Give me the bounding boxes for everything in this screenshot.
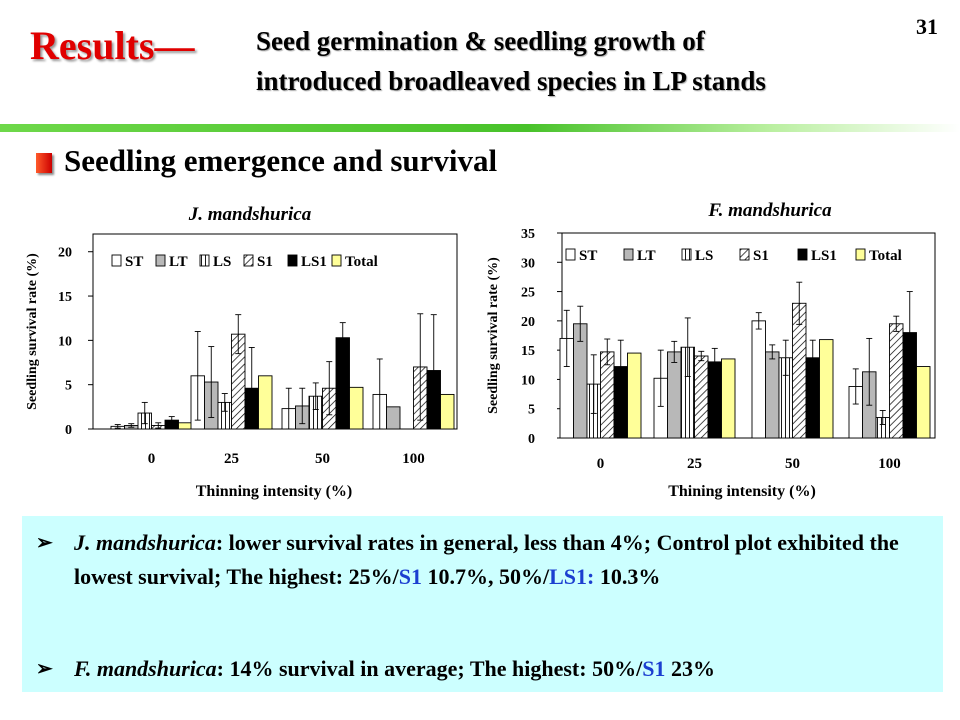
x-tick-label: 100 <box>402 451 425 467</box>
legend-label: ST <box>125 254 143 270</box>
slide-title: Results— Seed germination & seedling gro… <box>30 22 766 96</box>
title-main: Results— <box>30 23 195 68</box>
bar <box>889 323 904 439</box>
x-axis-label: Thining intensity (%) <box>668 483 816 500</box>
y-axis-label: Seedling survival rate (%) <box>25 253 40 410</box>
arrow-bullet-icon: ➢ <box>36 658 53 680</box>
legend-label: ST <box>579 248 597 264</box>
y-tick-label: 20 <box>521 315 535 330</box>
chart-j-mandshurica: J. mandshurica 0 5 10 15 20 Seedling survival … <box>25 204 458 500</box>
treatment-ls1: LS1: <box>549 564 595 589</box>
treatment-s1: S1 <box>642 656 666 681</box>
section-heading-text: Seedling emergence and survival <box>64 143 498 178</box>
summary-segment: 10.3% <box>594 564 661 589</box>
y-tick-label: 0 <box>528 432 535 447</box>
y-tick-label: 15 <box>58 290 72 305</box>
slide-number: 31 <box>916 14 938 39</box>
legend-swatch <box>797 248 808 261</box>
summary-segment: 23% <box>665 656 715 681</box>
x-axis-label: Thinning intensity (%) <box>196 483 352 500</box>
bar <box>751 320 766 439</box>
legend-swatch <box>739 248 750 261</box>
y-tick-label: 5 <box>528 403 535 418</box>
legend-label: LS1 <box>811 248 837 264</box>
bar <box>819 339 834 439</box>
summary-text-1: J. mandshurica: lower survival rates in … <box>74 526 944 594</box>
title-subtitle-line2: introduced broadleaved species in LP sta… <box>256 66 766 96</box>
bullet-square-icon <box>36 153 52 173</box>
x-tick-label: 25 <box>687 456 702 472</box>
chart-title: F. mandshurica <box>707 200 832 221</box>
legend-swatch <box>681 248 692 261</box>
chart-area: J. mandshurica 0 5 10 15 20 Seedling survival … <box>25 200 936 500</box>
legend-label: LT <box>169 254 188 270</box>
y-tick-label: 10 <box>521 373 535 388</box>
legend-swatch <box>199 254 210 267</box>
bar <box>765 351 780 439</box>
species-name: J. mandshurica <box>74 530 216 555</box>
bar <box>440 393 455 430</box>
chart-title: J. mandshurica <box>188 204 312 225</box>
title-divider <box>0 124 960 132</box>
legend-label: Total <box>345 254 378 270</box>
chart-f-mandshurica: F. mandshurica 0 5 10 15 20 25 30 35 Seedling sur… <box>486 200 936 500</box>
legend-label: S1 <box>257 254 273 270</box>
bar <box>694 355 709 439</box>
legend-swatch <box>243 254 254 267</box>
bar <box>721 358 736 439</box>
legend-swatch <box>855 248 866 261</box>
bar <box>627 352 642 439</box>
bar <box>258 375 273 430</box>
species-name: F. mandshurica <box>74 656 217 681</box>
y-tick-label: 35 <box>521 227 535 242</box>
y-tick-label: 15 <box>521 344 535 359</box>
x-tick-label: 100 <box>878 456 901 472</box>
y-axis-label: Seedling survival rate (%) <box>486 257 501 414</box>
y-tick-label: 30 <box>521 256 535 271</box>
bar <box>386 406 401 430</box>
summary-segment: 10.7%, 50%/ <box>421 564 550 589</box>
y-tick-label: 5 <box>65 379 72 394</box>
x-tick-label: 50 <box>315 451 330 467</box>
legend-label: LS1 <box>301 254 327 270</box>
x-tick-label: 0 <box>148 451 156 467</box>
bar <box>349 386 364 430</box>
legend-label: S1 <box>753 248 769 264</box>
y-tick-label: 25 <box>521 286 535 301</box>
y-tick-label: 0 <box>65 423 72 438</box>
x-tick-label: 50 <box>785 456 800 472</box>
legend-box <box>566 244 934 266</box>
treatment-s1: S1 <box>398 564 422 589</box>
bar <box>178 422 193 430</box>
arrow-bullet-icon: ➢ <box>36 532 53 554</box>
bar <box>916 366 931 439</box>
summary-segment: : 14% survival in average; The highest: … <box>216 656 643 681</box>
bar <box>667 351 682 439</box>
legend-swatch <box>623 248 634 261</box>
legend-swatch <box>287 254 298 267</box>
x-tick-label: 25 <box>224 451 239 467</box>
x-tick-label: 0 <box>597 456 605 472</box>
legend-label: Total <box>869 248 902 264</box>
legend-label: LS <box>213 254 231 270</box>
y-tick-label: 20 <box>58 246 72 261</box>
legend-swatch <box>331 254 342 267</box>
legend-swatch <box>565 248 576 261</box>
y-tick-label: 10 <box>58 334 72 349</box>
legend-label: LS <box>695 248 713 264</box>
legend-swatch <box>111 254 122 267</box>
legend-swatch <box>155 254 166 267</box>
summary-segment: : lower survival rates in general, less … <box>74 530 899 589</box>
summary-box: ➢ J. mandshurica: lower survival rates i… <box>22 516 943 692</box>
legend-label: LT <box>637 248 656 264</box>
title-subtitle-line1: Seed germination & seedling growth of <box>256 26 705 56</box>
summary-text-2: F. mandshurica: 14% survival in average;… <box>74 652 944 686</box>
